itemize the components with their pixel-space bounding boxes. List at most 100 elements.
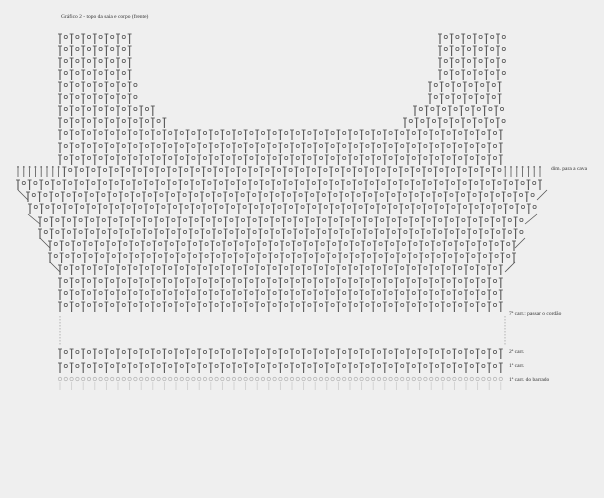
- treble-stitch: [150, 105, 155, 116]
- treble-stitch: [349, 252, 354, 263]
- treble-stitch: [150, 264, 155, 275]
- treble-stitch: [352, 166, 357, 177]
- treble-stitch: [464, 154, 468, 165]
- treble-stitch: [162, 117, 167, 128]
- treble-stitch: [223, 228, 228, 239]
- treble-stitch: [500, 252, 505, 263]
- treble-stitch: [406, 301, 410, 312]
- chain-stitch: [98, 83, 103, 88]
- treble-stitch: [81, 142, 86, 153]
- treble-stitch: [452, 277, 457, 288]
- chain-stitch: [92, 376, 97, 382]
- treble-stitch: [324, 154, 329, 165]
- chain-stitch: [310, 217, 315, 222]
- chain-stitch: [456, 95, 461, 100]
- treble-stitch: [440, 142, 445, 153]
- chain-stitch: [311, 180, 316, 185]
- treble-stitch: [220, 277, 225, 288]
- chain-stitch: [254, 204, 259, 209]
- treble-stitch: [464, 129, 468, 140]
- treble-stitch: [224, 166, 229, 177]
- treble-stitch: [492, 203, 496, 214]
- chain-stitch: [240, 192, 245, 197]
- chain-stitch: [161, 204, 166, 209]
- chain-stitch: [144, 143, 149, 148]
- treble-stitch: [271, 179, 276, 190]
- chain-stitch: [158, 241, 163, 246]
- treble-stitch: [294, 179, 299, 190]
- chain-stitch: [434, 290, 439, 295]
- chain-stitch: [508, 180, 513, 185]
- chain-stitch: [295, 265, 300, 270]
- chain-stitch: [456, 83, 461, 88]
- chain-stitch: [98, 130, 103, 135]
- chain-stitch: [330, 130, 335, 135]
- treble-stitch: [438, 57, 442, 68]
- treble-stitch: [212, 228, 216, 239]
- chain-stitch: [288, 204, 293, 209]
- treble-stitch: [139, 362, 144, 373]
- chain-stitch: [242, 180, 247, 185]
- chain-stitch: [346, 167, 351, 172]
- chain-stitch: [237, 278, 242, 283]
- treble-stitch: [127, 129, 132, 140]
- chain-stitch: [318, 155, 323, 160]
- chain-stitch: [461, 229, 466, 234]
- chain-stitch: [301, 376, 306, 382]
- chain-stitch: [98, 302, 103, 307]
- chain-stitch: [307, 130, 312, 135]
- treble-stitch: [208, 348, 213, 359]
- chain-stitch: [356, 217, 361, 222]
- chain-stitch: [63, 71, 68, 76]
- chain-stitch: [455, 71, 460, 76]
- treble-stitch: [417, 264, 422, 275]
- chain-stitch: [144, 376, 150, 382]
- chain-stitch: [411, 130, 416, 135]
- chain-stitch: [133, 130, 138, 135]
- chain-stitch: [182, 217, 187, 222]
- treble-stitch: [495, 117, 500, 128]
- treble-stitch: [223, 191, 228, 202]
- treble-stitch: [92, 81, 97, 92]
- treble-stitch: [484, 33, 489, 44]
- chain-stitch: [179, 376, 184, 382]
- treble-stitch: [190, 203, 195, 214]
- treble-stitch: [439, 93, 444, 104]
- treble-stitch: [281, 228, 286, 239]
- treble-stitch: [132, 166, 136, 177]
- treble-stitch: [220, 301, 225, 312]
- chain-stitch: [459, 253, 464, 258]
- chain-stitch: [231, 376, 237, 382]
- chain-stitch: [275, 229, 280, 234]
- chain-stitch: [214, 278, 219, 283]
- treble-stitch: [281, 216, 286, 227]
- treble-stitch: [394, 277, 399, 288]
- chain-stitch: [368, 217, 373, 222]
- chain-stitch: [237, 349, 242, 354]
- treble-stitch: [487, 142, 492, 153]
- treble-stitch: [270, 228, 274, 239]
- chain-stitch: [388, 363, 393, 368]
- chain-stitch: [365, 143, 370, 148]
- treble-stitch: [294, 166, 299, 177]
- chain-stitch: [229, 217, 234, 222]
- chain-stitch: [330, 349, 335, 354]
- treble-stitch: [301, 154, 306, 165]
- chain-stitch: [121, 83, 126, 88]
- chain-stitch: [494, 241, 499, 246]
- chain-stitch: [43, 229, 48, 234]
- treble-stitch: [188, 228, 193, 239]
- chain-stitch: [458, 130, 463, 135]
- chain-stitch: [376, 363, 381, 368]
- chain-stitch: [126, 180, 131, 185]
- chain-stitch: [133, 290, 138, 295]
- chain-stitch: [452, 376, 457, 382]
- treble-stitch: [176, 191, 181, 202]
- treble-stitch: [361, 252, 366, 263]
- treble-stitch: [487, 277, 492, 288]
- treble-stitch: [409, 216, 414, 227]
- treble-stitch: [92, 277, 97, 288]
- treble-stitch: [503, 203, 508, 214]
- treble-stitch: [28, 203, 32, 214]
- treble-stitch: [232, 301, 236, 312]
